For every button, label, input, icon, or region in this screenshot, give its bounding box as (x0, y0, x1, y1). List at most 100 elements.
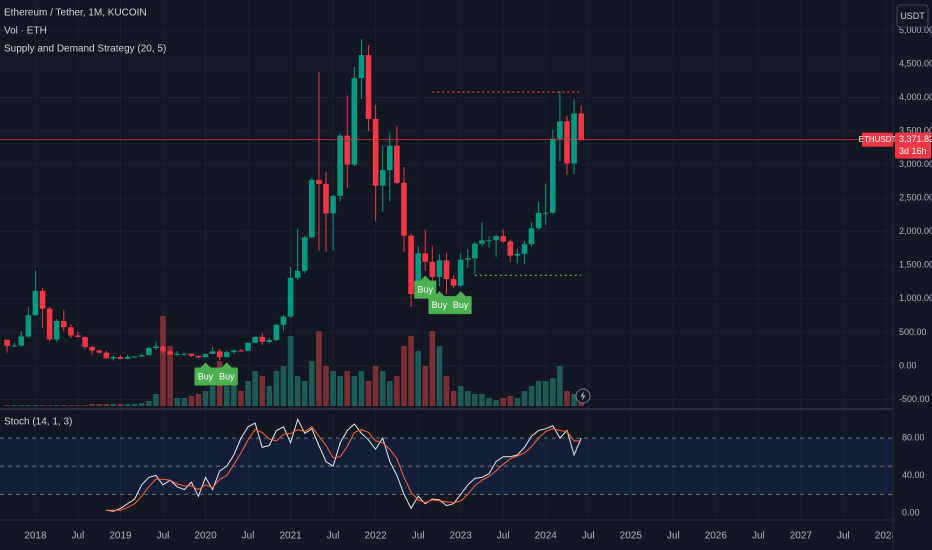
volume-bar (507, 396, 514, 406)
volume-bar (301, 381, 308, 406)
candle-body (68, 327, 74, 336)
candle-body (11, 345, 17, 347)
currency-button[interactable] (896, 4, 929, 28)
candle-body (117, 357, 124, 359)
candle-body (337, 135, 343, 196)
buy-signal-label: Buy (198, 371, 214, 381)
candle-body (521, 244, 528, 254)
candle-body (39, 290, 46, 309)
candle-body (202, 353, 209, 358)
buy-signal (194, 362, 217, 386)
lightning-glyph (580, 391, 586, 401)
candle-body (514, 253, 521, 256)
volume-bar (53, 405, 60, 406)
y-tick-label: 80.00 (902, 432, 925, 442)
candle-body (429, 261, 436, 277)
buy-signal (215, 362, 238, 386)
price-pane: Buy Buy Buy Buy Buy (0, 39, 893, 386)
volume-bar (521, 391, 528, 406)
volume-bar (337, 376, 343, 406)
buy-signal (449, 291, 472, 315)
symbol-tag-label: ETHUSDT (859, 135, 897, 144)
candle-body (365, 55, 372, 119)
currency-button-label[interactable]: USDT (900, 11, 925, 21)
volume-bar (110, 404, 117, 406)
candle-body (571, 113, 577, 164)
x-tick-label: Jul (157, 531, 170, 542)
volume-bar (457, 386, 464, 406)
candle-body (379, 170, 386, 186)
price-tag-label: 3,371.82 (899, 134, 932, 144)
x-tick-label: 2021 (279, 531, 302, 542)
y-tick-label: 3,000.00 (899, 159, 932, 169)
candle-body (578, 113, 584, 140)
volume-bar (500, 398, 506, 406)
candle-body (252, 336, 258, 343)
volume-bar (514, 398, 521, 406)
candle-body (479, 240, 485, 244)
volume-bar (394, 376, 400, 406)
volume-bar (146, 401, 152, 406)
candle-body (464, 258, 471, 260)
volume-bar (153, 394, 159, 406)
candle-body (507, 241, 514, 256)
volume-bar (280, 366, 287, 406)
volume-bar (436, 346, 443, 406)
candle-body (394, 145, 400, 183)
candle-body (535, 212, 542, 229)
volume-bar (223, 386, 230, 406)
candle-body (32, 290, 39, 316)
candle-body (209, 351, 216, 354)
x-tick-label: 2024 (535, 531, 558, 542)
volume-bar (202, 391, 209, 406)
volume-bar (252, 371, 258, 406)
candle-body (266, 340, 273, 342)
candle-body (231, 350, 237, 353)
stoch-line (106, 426, 582, 511)
candle-body (564, 121, 570, 164)
volume-bar (294, 376, 301, 406)
volume-bar (401, 346, 407, 406)
volume-bar (32, 405, 39, 406)
overlay: ETHUSDT 3,371.82 3d 16h (859, 132, 932, 159)
volume-bar (124, 404, 131, 406)
candle-body (309, 179, 315, 238)
candle-body (216, 351, 223, 358)
price-tag (895, 132, 931, 159)
countdown-label: 3d 16h (899, 146, 927, 156)
volume-bar (188, 396, 195, 406)
y-tick-label: 3,500.00 (899, 125, 932, 135)
volume-bar (557, 366, 563, 406)
candle-body (167, 351, 173, 355)
candle-body (301, 237, 308, 271)
candle-body (153, 346, 159, 348)
volume-bar (379, 371, 386, 406)
candle-body (131, 356, 138, 358)
x-tick-label: Jul (837, 531, 850, 542)
volume-bar (309, 361, 315, 406)
y-tick-label: -500.00 (899, 394, 930, 404)
candle-body (60, 321, 67, 328)
y-tick-label: 1,500.00 (899, 260, 932, 270)
buy-signal (414, 275, 437, 299)
candle-body (528, 228, 535, 245)
volume-bar (358, 371, 365, 406)
stoch-band (0, 438, 893, 495)
volume-bar (323, 366, 329, 406)
x-tick-label: 2019 (109, 531, 132, 542)
y-tick-label: 5,000.00 (899, 25, 932, 35)
volume-bar (429, 331, 436, 406)
volume-bar (82, 405, 88, 406)
x-tick-label: 2025 (620, 531, 643, 542)
volume-bar (330, 371, 336, 406)
candle-body (472, 243, 478, 259)
candle-body (25, 315, 32, 337)
volume-bar (273, 371, 280, 406)
candle-body (450, 279, 457, 286)
volume-bar (131, 404, 138, 406)
x-tick-label: 2020 (194, 531, 217, 542)
volume-bar (464, 391, 471, 406)
candle-body (422, 253, 429, 262)
x-tick-label: Jul (667, 531, 680, 542)
